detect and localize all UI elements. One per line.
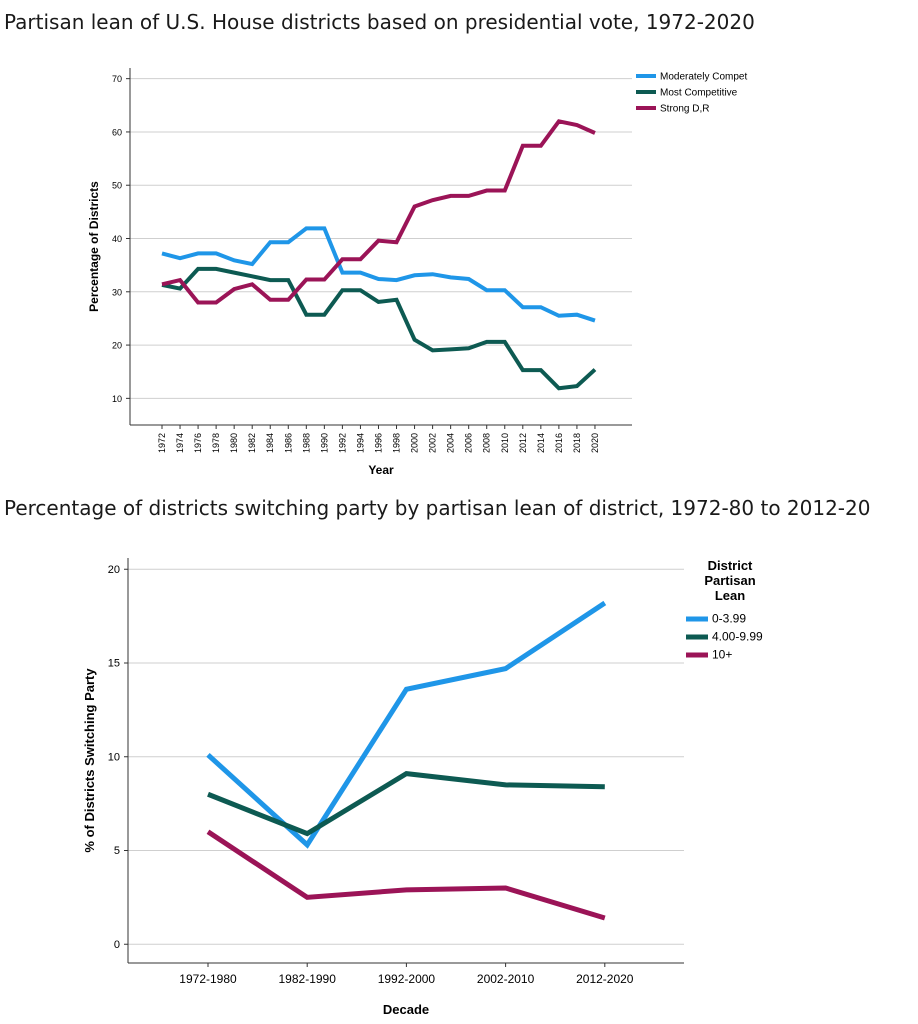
x-tick-label: 2010 — [500, 433, 510, 453]
x-tick-label: 1984 — [265, 433, 275, 453]
x-tick-label: 2004 — [446, 433, 456, 453]
x-tick-label: 2002-2010 — [477, 972, 535, 986]
x-tick-label: 2014 — [536, 433, 546, 453]
x-tick-label: 2016 — [554, 433, 564, 453]
y-axis-label: % of Districts Switching Party — [82, 668, 97, 853]
x-tick-label: 1998 — [392, 433, 402, 453]
legend-label-most-competitive: Most Competitive — [660, 88, 738, 99]
x-tick-label: 1978 — [211, 433, 221, 453]
chart2-svg: 0 5 10 15 20 1972-1980 1982-1990 1992-2000 2002-… — [82, 558, 763, 1017]
y-tick-label: 60 — [112, 127, 122, 137]
y-tick-label: 20 — [112, 341, 122, 351]
x-tick-label: 1972-1980 — [179, 972, 237, 986]
y-tick-label: 15 — [108, 658, 120, 670]
y-tick-label: 10 — [108, 751, 120, 763]
x-axis-label: Year — [368, 463, 394, 477]
y-tick-label: 40 — [112, 234, 122, 244]
x-tick-label: 1982 — [247, 433, 257, 453]
y-tick-label: 70 — [112, 74, 122, 84]
x-tick-label: 1996 — [373, 433, 383, 453]
x-tick-label: 1972 — [157, 433, 167, 453]
x-tick-label: 2020 — [590, 433, 600, 453]
series-line-0-3-99 — [206, 600, 607, 849]
x-tick-label: 1980 — [229, 433, 239, 453]
y-tick-label: 20 — [108, 564, 120, 576]
y-axis-label: Percentage of Districts — [87, 181, 101, 312]
legend-title: District Partisan Lean — [704, 558, 755, 603]
series-line-strong-d-r — [161, 119, 596, 305]
y-tick-label: 10 — [112, 394, 122, 404]
x-tick-label: 2000 — [410, 433, 420, 453]
y-tick-label: 50 — [112, 181, 122, 191]
x-tick-label: 1992 — [337, 433, 347, 453]
y-tick-label: 0 — [114, 939, 120, 951]
series-line-most-competitive — [161, 266, 597, 391]
legend-label-moderately-compet: Moderately Compet — [660, 72, 747, 83]
chart1-panel: 10 20 30 40 50 60 70 1972 1974 1976 1978 1980 1982 19… — [84, 52, 804, 485]
x-tick-label: 1974 — [175, 433, 185, 453]
x-tick-label: 2006 — [464, 433, 474, 453]
x-tick-label: 2008 — [482, 433, 492, 453]
x-tick-label: 1986 — [283, 433, 293, 453]
x-axis-label: Decade — [383, 1002, 429, 1017]
x-tick-label: 2002 — [428, 433, 438, 453]
x-tick-label: 1992-2000 — [378, 972, 436, 986]
chart2-title: Percentage of districts switching party … — [4, 496, 871, 520]
x-tick-label: 1976 — [193, 433, 203, 453]
y-tick-label: 30 — [112, 287, 122, 297]
x-tick-label: 1982-1990 — [279, 972, 337, 986]
legend-label-0-3-99: 0-3.99 — [712, 612, 746, 626]
chart2-panel: 0 5 10 15 20 1972-1980 1982-1990 1992-2000 2002-… — [82, 548, 770, 1020]
chart1-title: Partisan lean of U.S. House districts ba… — [4, 10, 755, 34]
x-tick-label: 2012 — [518, 433, 528, 453]
x-tick-label: 1994 — [355, 433, 365, 453]
series-line-4-00-9-99 — [207, 771, 605, 837]
x-tick-label: 1990 — [319, 433, 329, 453]
legend-label-4-00-9-99: 4.00-9.99 — [712, 630, 763, 644]
series-line-10 — [206, 829, 606, 921]
x-tick-label: 2012-2020 — [576, 972, 634, 986]
x-tick-label: 2018 — [572, 433, 582, 453]
legend-label-10: 10+ — [712, 648, 732, 662]
chart1-svg: 10 20 30 40 50 60 70 1972 1974 1976 1978 1980 1982 19… — [87, 68, 747, 477]
x-tick-label: 1988 — [301, 433, 311, 453]
legend-label-strong-d-r: Strong D,R — [660, 104, 709, 115]
y-tick-label: 5 — [114, 845, 120, 857]
